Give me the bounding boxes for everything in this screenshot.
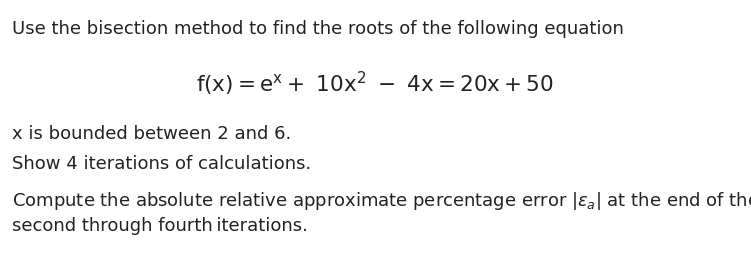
Text: Use the bisection method to find the roots of the following equation: Use the bisection method to find the roo… (12, 20, 624, 38)
Text: $\mathsf{f(x) = e^x + \ 10x^2 \ - \ 4x = 20x + 50}$: $\mathsf{f(x) = e^x + \ 10x^2 \ - \ 4x =… (196, 70, 554, 98)
Text: x is bounded between 2 and 6.: x is bounded between 2 and 6. (12, 125, 291, 143)
Text: Show 4 iterations of calculations.: Show 4 iterations of calculations. (12, 155, 311, 173)
Text: Compute the absolute relative approximate percentage error $|\epsilon_a|$ at the: Compute the absolute relative approximat… (12, 190, 751, 212)
Text: second through fourth iterations.: second through fourth iterations. (12, 217, 308, 235)
